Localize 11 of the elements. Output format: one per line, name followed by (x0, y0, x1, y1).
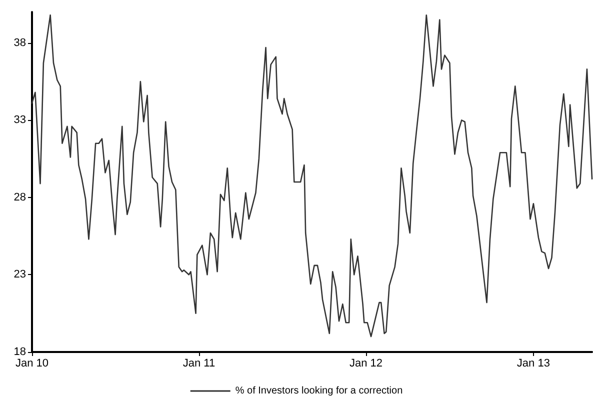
legend-label: % of Investors looking for a correction (235, 386, 403, 396)
y-tick-label: 33 (14, 114, 26, 126)
y-tick-label: 18 (14, 346, 26, 358)
x-tick-label: Jan 11 (182, 358, 216, 370)
y-tick-label: 28 (14, 191, 26, 204)
x-tick-label: Jan 13 (516, 358, 550, 370)
y-tick-label: 23 (14, 268, 26, 281)
x-tick-label: Jan 10 (15, 358, 49, 370)
line-series (31, 14, 593, 338)
x-tick-label: Jan 12 (349, 358, 383, 370)
y-tick-label: 38 (14, 36, 26, 49)
